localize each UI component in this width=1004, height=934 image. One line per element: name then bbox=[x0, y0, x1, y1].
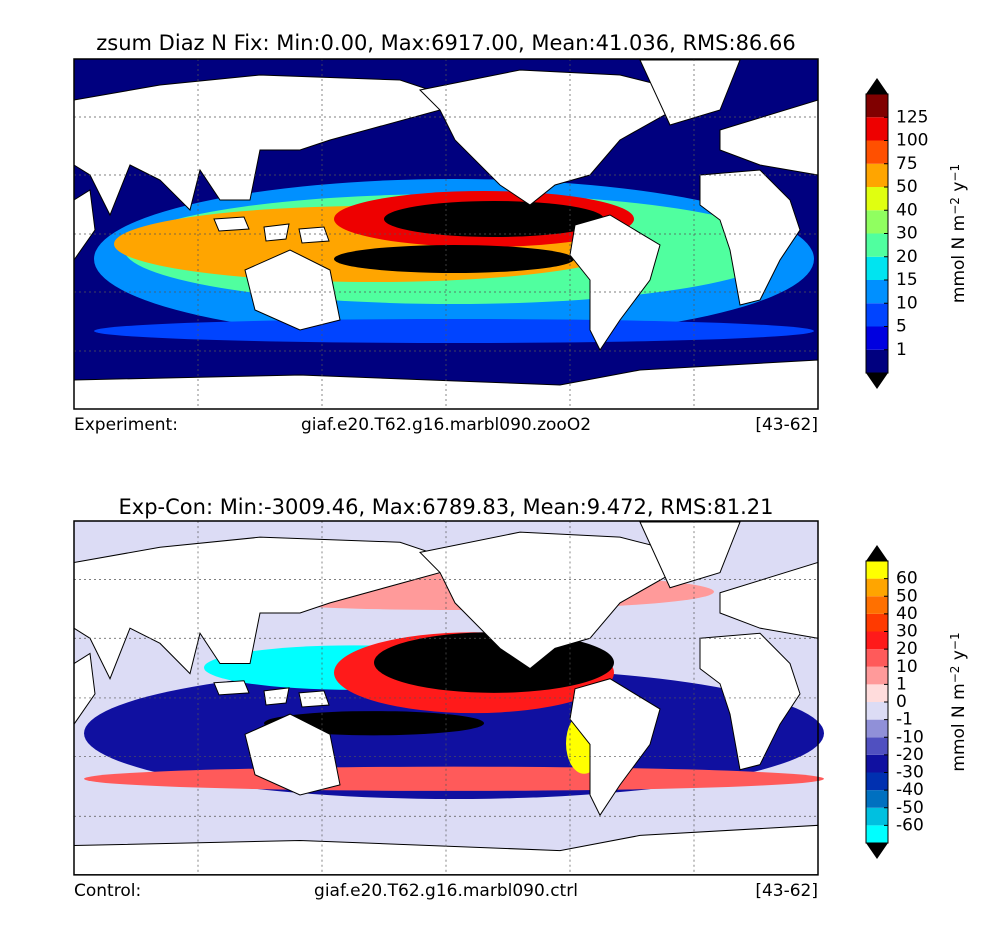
colorbar-segment bbox=[866, 210, 888, 234]
colorbar-extend bbox=[866, 78, 888, 94]
colorbar-label: mmol N m−2 y−1 bbox=[948, 632, 969, 771]
footer-text: Control: bbox=[74, 881, 141, 901]
unit-part: y bbox=[949, 650, 969, 665]
colorbar-segment bbox=[866, 233, 888, 257]
colorbar-tick-label: -20 bbox=[896, 745, 924, 765]
band bbox=[84, 766, 824, 791]
band bbox=[334, 245, 574, 273]
unit-part: −2 bbox=[948, 666, 962, 684]
colorbar-tick-label: 100 bbox=[896, 131, 928, 151]
colorbar-segment bbox=[866, 666, 888, 685]
colorbar-extend bbox=[866, 545, 888, 561]
colorbar-segment bbox=[866, 825, 888, 843]
colorbar-segment bbox=[866, 631, 888, 650]
colorbar-tick-label: -1 bbox=[896, 710, 913, 730]
band bbox=[384, 201, 604, 237]
colorbar-tick-label: 50 bbox=[896, 177, 918, 197]
footer-text: giaf.e20.T62.g16.marbl090.zooO2 bbox=[301, 415, 591, 435]
footer-text: Experiment: bbox=[74, 415, 178, 435]
colorbar-tick-label: 60 bbox=[896, 569, 918, 589]
colorbar-tick-label: -50 bbox=[896, 798, 924, 818]
colorbar-segment bbox=[866, 684, 888, 702]
colorbar-segment bbox=[866, 303, 888, 327]
unit-part: −1 bbox=[948, 632, 962, 650]
colorbar-segment bbox=[866, 702, 888, 720]
colorbar-tick-label: 1 bbox=[896, 674, 907, 694]
colorbar-tick-label: -10 bbox=[896, 727, 924, 747]
colorbar-segment bbox=[866, 94, 888, 118]
unit-part: −2 bbox=[948, 197, 962, 215]
footer-text: [43-62] bbox=[755, 415, 818, 435]
colorbar-extend bbox=[866, 373, 888, 389]
unit-part: mmol N m bbox=[949, 215, 969, 303]
colorbar-segment bbox=[866, 140, 888, 164]
panel-title: zsum Diaz N Fix: Min:0.00, Max:6917.00, … bbox=[96, 31, 795, 55]
colorbar-tick-label: 40 bbox=[896, 200, 918, 220]
unit-part: y bbox=[949, 182, 969, 197]
colorbar-tick-label: 10 bbox=[896, 293, 918, 313]
colorbar-segment bbox=[866, 737, 888, 755]
colorbar-segment bbox=[866, 719, 888, 738]
colorbar-tick-label: 5 bbox=[896, 317, 907, 337]
colorbar-tick-label: -60 bbox=[896, 815, 924, 835]
colorbar-tick-label: 125 bbox=[896, 107, 928, 127]
colorbar-segment bbox=[866, 561, 888, 579]
band bbox=[94, 319, 814, 343]
colorbar-segment bbox=[866, 163, 888, 187]
unit-part: mmol N m bbox=[949, 683, 969, 771]
colorbar-segment bbox=[866, 772, 888, 791]
colorbar-segment bbox=[866, 326, 888, 350]
colorbar-tick-label: -40 bbox=[896, 780, 924, 800]
colorbar-segment bbox=[866, 117, 888, 141]
colorbar-tick-label: 40 bbox=[896, 604, 918, 624]
footer-text: [43-62] bbox=[755, 881, 818, 901]
frame bbox=[73, 520, 819, 876]
colorbar-segment bbox=[866, 349, 888, 373]
colorbar-segment bbox=[866, 613, 888, 632]
colorbar-segment bbox=[866, 649, 888, 667]
colorbar-segment bbox=[866, 578, 888, 597]
colorbar-tick-label: 30 bbox=[896, 224, 918, 244]
colorbar-tick-label: 1 bbox=[896, 340, 907, 360]
colorbar-tick-label: 75 bbox=[896, 154, 918, 174]
colorbar-segment bbox=[866, 790, 888, 808]
colorbar-tick-label: 30 bbox=[896, 622, 918, 642]
colorbar-extend bbox=[866, 843, 888, 859]
colorbar-tick-label: -30 bbox=[896, 763, 924, 783]
colorbar-segment bbox=[866, 280, 888, 304]
colorbar-tick-label: 0 bbox=[896, 692, 907, 712]
colorbar-tick-label: 20 bbox=[896, 639, 918, 659]
colorbar-tick-label: 15 bbox=[896, 270, 918, 290]
colorbar-segment bbox=[866, 187, 888, 211]
colorbar-segment bbox=[866, 596, 888, 614]
panel-title: Exp-Con: Min:-3009.46, Max:6789.83, Mean… bbox=[119, 495, 774, 519]
colorbar-tick-label: 50 bbox=[896, 586, 918, 606]
map-top bbox=[73, 58, 819, 410]
colorbar-segment bbox=[866, 256, 888, 280]
frame bbox=[73, 58, 819, 410]
colorbar-tick-label: 20 bbox=[896, 247, 918, 267]
colorbar-segment bbox=[866, 754, 888, 773]
colorbar-label: mmol N m−2 y−1 bbox=[948, 164, 969, 303]
map-bottom bbox=[73, 520, 824, 876]
colorbar-segment bbox=[866, 807, 888, 826]
footer-text: giaf.e20.T62.g16.marbl090.ctrl bbox=[314, 881, 578, 901]
colorbar-tick-label: 10 bbox=[896, 657, 918, 677]
unit-part: −1 bbox=[948, 164, 962, 182]
